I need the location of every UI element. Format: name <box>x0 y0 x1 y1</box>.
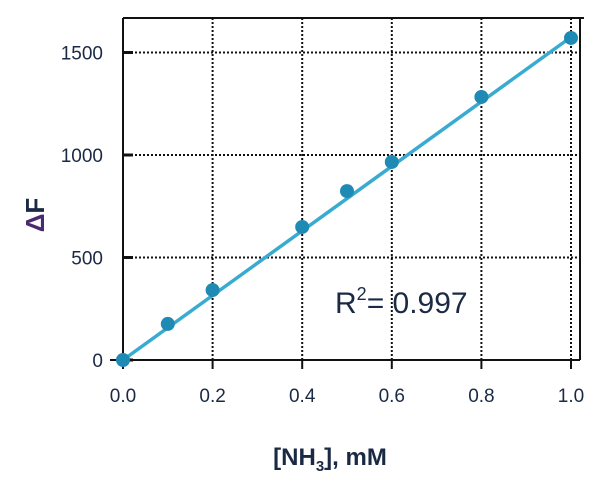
data-points <box>116 30 578 367</box>
data-point <box>384 154 399 169</box>
y-tick-label: 0 <box>92 351 103 372</box>
axes <box>110 17 584 361</box>
y-tick-label: 1500 <box>61 44 103 65</box>
y-axis-label: ΔF <box>20 198 50 233</box>
x-axis-label: [NH3], mM <box>273 444 387 475</box>
data-point <box>295 219 310 234</box>
x-tick-label: 0.4 <box>289 386 316 407</box>
fit-line <box>121 35 573 362</box>
x-tick-label: 0.2 <box>199 386 225 407</box>
y-tick-label: 1000 <box>61 146 103 167</box>
r-squared-annotation: R2= 0.997 <box>335 284 468 320</box>
data-point <box>205 283 220 298</box>
data-point <box>340 184 354 199</box>
data-point <box>160 316 175 331</box>
x-tick-label: 0.8 <box>468 386 494 407</box>
x-tick-label: 0.0 <box>110 386 136 407</box>
data-point <box>474 89 489 104</box>
y-tick-label: 500 <box>71 249 103 270</box>
ticks: 0.0 0.2 0.4 0.6 0.8 1.0 0 500 1000 1500 <box>61 44 584 408</box>
data-point <box>564 30 578 45</box>
grid <box>123 18 578 360</box>
data-point <box>116 353 130 367</box>
x-tick-label: 0.6 <box>379 386 405 407</box>
x-tick-label: 1.0 <box>558 386 584 407</box>
